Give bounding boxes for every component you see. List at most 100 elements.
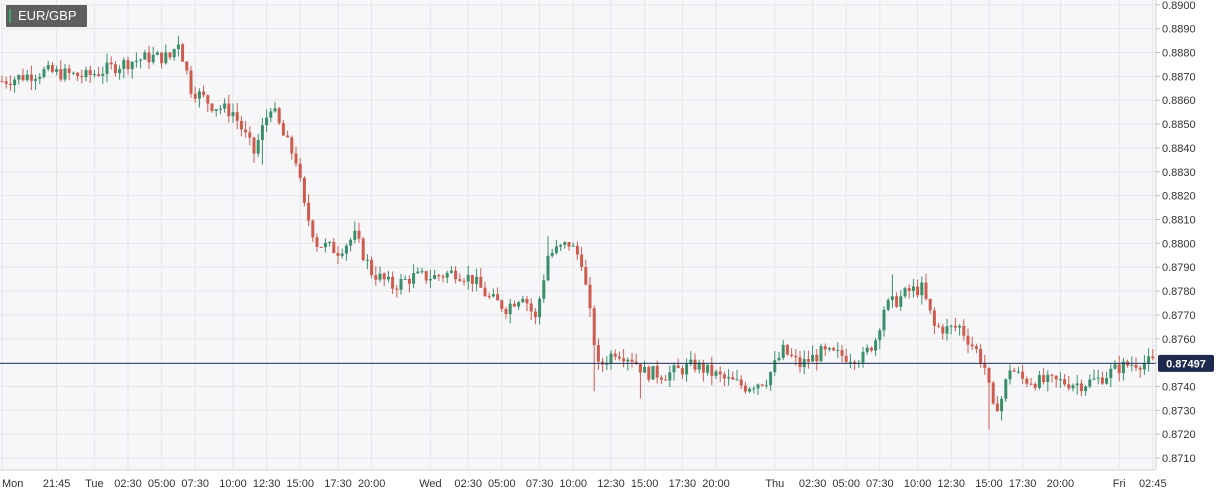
x-tick-label: 20:00 <box>702 478 730 490</box>
candle-body <box>596 345 600 362</box>
candle-body <box>496 294 500 301</box>
candle-body <box>613 353 617 357</box>
candle-up <box>428 269 432 289</box>
candle-up <box>517 300 521 310</box>
candle-down <box>529 298 533 321</box>
candle-body <box>630 359 634 362</box>
candle-up <box>412 264 416 289</box>
candle-down <box>575 241 579 260</box>
candle-down <box>974 343 978 354</box>
candle-down <box>916 279 920 298</box>
x-tick-label: 20:00 <box>1047 478 1075 490</box>
candle-body <box>244 129 248 133</box>
y-tick-label: 0.8800 <box>1162 238 1196 250</box>
candle-down <box>722 371 726 387</box>
candle-body <box>294 153 298 164</box>
x-tick-label: Tue <box>85 478 104 490</box>
candle-body <box>790 354 794 356</box>
candle-body <box>139 59 143 61</box>
candle-body <box>399 278 403 290</box>
y-tick-label: 0.8720 <box>1162 429 1196 441</box>
last-price-tag: 0.87497 <box>1158 354 1214 372</box>
candle-body <box>42 69 46 77</box>
candle-down <box>995 396 999 412</box>
candle-up <box>378 266 382 283</box>
candle-down <box>832 346 836 352</box>
candle-down <box>126 56 130 75</box>
candle-down <box>1079 379 1083 397</box>
candle-down <box>437 273 441 281</box>
candle-body <box>433 275 437 279</box>
candle-down <box>290 135 294 160</box>
candle-body <box>143 52 147 60</box>
candle-up <box>101 66 105 85</box>
candle-up <box>1075 374 1079 395</box>
candle-down <box>1033 381 1037 391</box>
candle-down <box>462 277 466 286</box>
candle-up <box>668 365 672 388</box>
candle-body <box>50 65 54 72</box>
candle-body <box>689 359 693 365</box>
candle-up <box>420 267 424 274</box>
candle-body <box>882 309 886 331</box>
candle-body <box>1084 386 1088 392</box>
candle-down <box>210 102 214 113</box>
candle-body <box>668 372 672 381</box>
candle-up <box>344 243 348 261</box>
candle-body <box>256 139 260 154</box>
candle-body <box>265 117 269 126</box>
candle-down <box>630 352 634 368</box>
last-price-tag-bg <box>1158 354 1214 372</box>
candle-body <box>479 276 483 288</box>
candle-up <box>554 239 558 255</box>
candle-body <box>739 379 743 386</box>
candle-body <box>462 280 466 282</box>
candle-down <box>424 270 428 284</box>
y-tick-label: 0.8740 <box>1162 381 1196 393</box>
candle-body <box>386 276 390 280</box>
candle-body <box>160 52 164 64</box>
candle-down <box>454 265 458 284</box>
x-tick-label: 05:00 <box>832 478 860 490</box>
candle-body <box>588 284 592 309</box>
candle-body <box>924 282 928 299</box>
candle-up <box>231 103 235 123</box>
candle-down <box>1134 357 1138 372</box>
candle-body <box>987 367 991 383</box>
candle-up <box>260 117 264 165</box>
candle-body <box>395 288 399 290</box>
candle-body <box>991 382 995 404</box>
candle-down <box>235 102 239 130</box>
candle-up <box>151 46 155 65</box>
candle-down <box>1025 376 1029 388</box>
x-tick-label: 15:00 <box>975 478 1003 490</box>
candle-down <box>181 42 185 62</box>
candle-body <box>546 255 550 281</box>
candle-down <box>307 194 311 227</box>
candle-body <box>218 108 222 110</box>
candle-body <box>655 366 659 378</box>
candle-body <box>512 303 516 307</box>
candle-body <box>966 335 970 345</box>
x-tick-label: 07:30 <box>866 478 894 490</box>
candle-body <box>945 326 949 334</box>
candle-body <box>1016 371 1020 373</box>
candle-down <box>525 296 529 312</box>
y-axis-panel <box>1156 0 1229 470</box>
symbol-badge[interactable]: EUR/GBP <box>6 5 87 27</box>
candle-body <box>34 78 38 81</box>
candle-up <box>164 44 168 65</box>
candle-body <box>1067 384 1071 389</box>
candle-down <box>815 348 819 371</box>
candle-up <box>550 248 554 258</box>
candle-body <box>760 384 764 386</box>
y-tick-label: 0.8810 <box>1162 214 1196 226</box>
candle-up <box>811 345 815 362</box>
candle-up <box>122 57 126 79</box>
candle-body <box>46 65 50 70</box>
candle-up <box>899 290 903 311</box>
candle-body <box>4 81 8 84</box>
candle-body <box>592 308 596 346</box>
